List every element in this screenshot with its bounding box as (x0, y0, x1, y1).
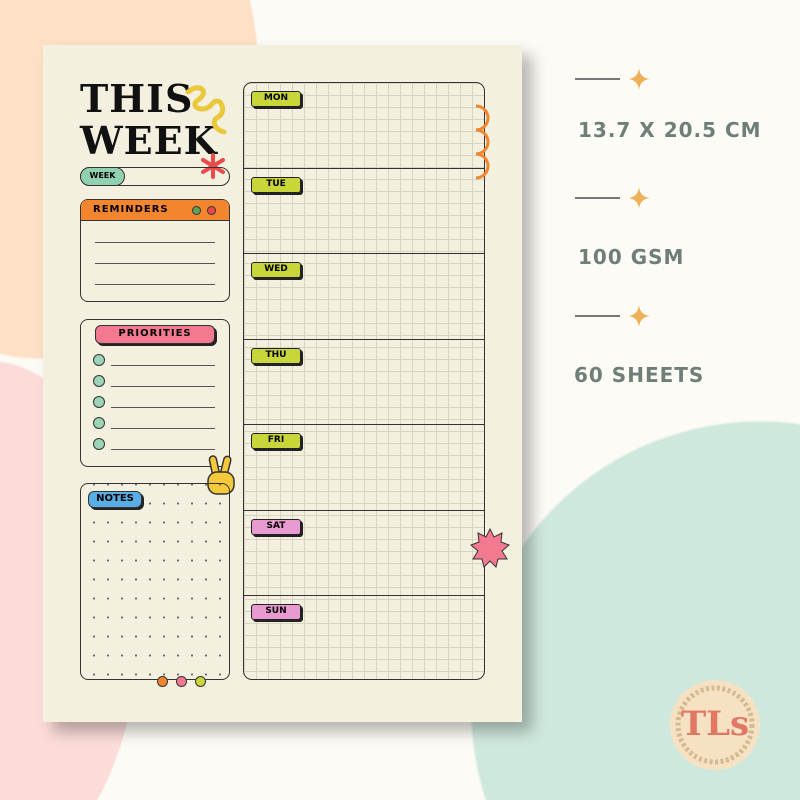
day-label: TUE (251, 176, 301, 193)
notes-label: NOTES (88, 491, 142, 508)
sparkle-icon (628, 187, 650, 209)
reminder-line[interactable] (95, 284, 215, 285)
brand-logo: TLs (670, 680, 760, 770)
day-row-tue[interactable]: TUE (244, 169, 484, 254)
day-label: SAT (251, 518, 301, 535)
priority-checkbox[interactable] (93, 375, 105, 387)
sparkle-icon (628, 305, 650, 327)
red-dot-icon (207, 206, 216, 215)
starburst-icon (470, 528, 510, 568)
priority-line[interactable] (111, 365, 215, 366)
day-label: FRI (251, 433, 301, 449)
week-field[interactable]: WEEK (80, 167, 230, 186)
priorities-box: PRIORITIES (80, 319, 230, 467)
divider (575, 78, 620, 80)
reminders-header: REMINDERS (81, 200, 229, 221)
logo-monogram: TLs (680, 704, 750, 744)
page-title: THIS WEEK (80, 78, 218, 162)
spec-weight: 100 GSM (578, 245, 685, 269)
priority-checkbox[interactable] (93, 417, 105, 429)
day-label: WED (251, 262, 301, 278)
priority-line[interactable] (111, 386, 215, 387)
reminder-line[interactable] (95, 242, 215, 243)
day-label: THU (251, 347, 301, 364)
divider (575, 315, 620, 317)
day-row-sat[interactable]: SAT (244, 511, 484, 596)
divider (575, 197, 620, 199)
day-label: MON (251, 91, 301, 107)
day-row-thu[interactable]: THU (244, 340, 484, 425)
sparkle-icon (628, 68, 650, 90)
day-label: SUN (251, 604, 301, 620)
week-label: WEEK (80, 167, 125, 186)
priorities-label: PRIORITIES (95, 325, 215, 344)
priority-checkbox[interactable] (93, 354, 105, 366)
priority-line[interactable] (111, 449, 215, 450)
reminders-box: REMINDERS (80, 199, 230, 302)
orange-dot-icon (157, 676, 168, 687)
pink-dot-icon (176, 676, 187, 687)
spec-sheets: 60 SHEETS (574, 363, 705, 387)
title-line-2: WEEK (80, 118, 218, 163)
priority-line[interactable] (111, 428, 215, 429)
notes-box[interactable]: NOTES (80, 483, 230, 680)
reminder-line[interactable] (95, 263, 215, 264)
day-row-sun[interactable]: SUN (244, 596, 484, 679)
days-grid: MON TUE WED THU FRI SAT SUN (243, 82, 485, 680)
day-row-fri[interactable]: FRI (244, 425, 484, 511)
reminders-label: REMINDERS (93, 204, 169, 215)
scallop-icon (475, 104, 490, 180)
priority-line[interactable] (111, 407, 215, 408)
day-row-wed[interactable]: WED (244, 254, 484, 340)
green-dot-icon (192, 206, 201, 215)
lime-dot-icon (195, 676, 206, 687)
spec-size: 13.7 X 20.5 CM (578, 118, 762, 142)
priority-checkbox[interactable] (93, 396, 105, 408)
priority-checkbox[interactable] (93, 438, 105, 450)
squiggle-icon (185, 85, 227, 135)
asterisk-icon (201, 153, 225, 179)
logo-ring-icon (675, 685, 755, 765)
title-line-1: THIS (80, 76, 194, 121)
day-row-mon[interactable]: MON (244, 83, 484, 169)
